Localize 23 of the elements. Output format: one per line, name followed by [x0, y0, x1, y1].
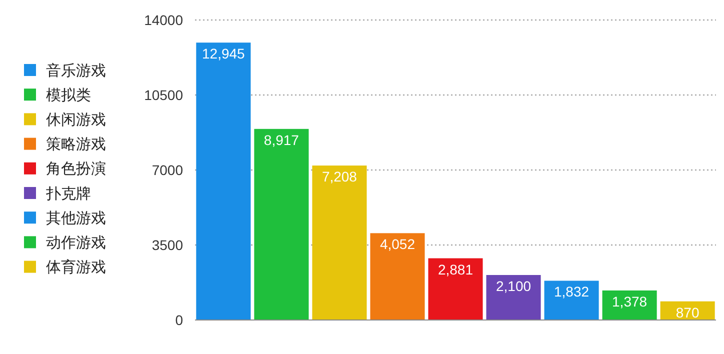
- legend-label: 体育游戏: [46, 259, 106, 276]
- legend-label: 扑克牌: [45, 185, 91, 202]
- data-label: 7,208: [322, 168, 358, 185]
- y-tick-label: 0: [175, 312, 184, 328]
- data-label: 2,100: [496, 278, 532, 294]
- data-label: 12,945: [202, 46, 246, 62]
- data-label: 1,378: [612, 293, 648, 310]
- legend-label: 模拟类: [46, 86, 91, 104]
- data-label: 8,917: [264, 132, 300, 148]
- data-label: 4,052: [380, 236, 416, 252]
- legend-label: 角色扮演: [46, 160, 106, 178]
- y-tick-label: 3500: [152, 236, 184, 253]
- y-tick-label: 10500: [144, 86, 184, 103]
- legend-label: 音乐游戏: [46, 62, 106, 80]
- data-label: 1,832: [554, 284, 590, 300]
- legend-label: 休闲游戏: [46, 111, 106, 128]
- legend-label: 动作游戏: [46, 234, 106, 252]
- legend-label: 策略游戏: [46, 136, 106, 154]
- data-label: 870: [676, 304, 700, 320]
- y-tick-label: 7000: [152, 162, 184, 178]
- data-label: 2,881: [438, 261, 474, 278]
- legend-label: 其他游戏: [46, 210, 106, 227]
- y-tick-label: 14000: [144, 12, 184, 28]
